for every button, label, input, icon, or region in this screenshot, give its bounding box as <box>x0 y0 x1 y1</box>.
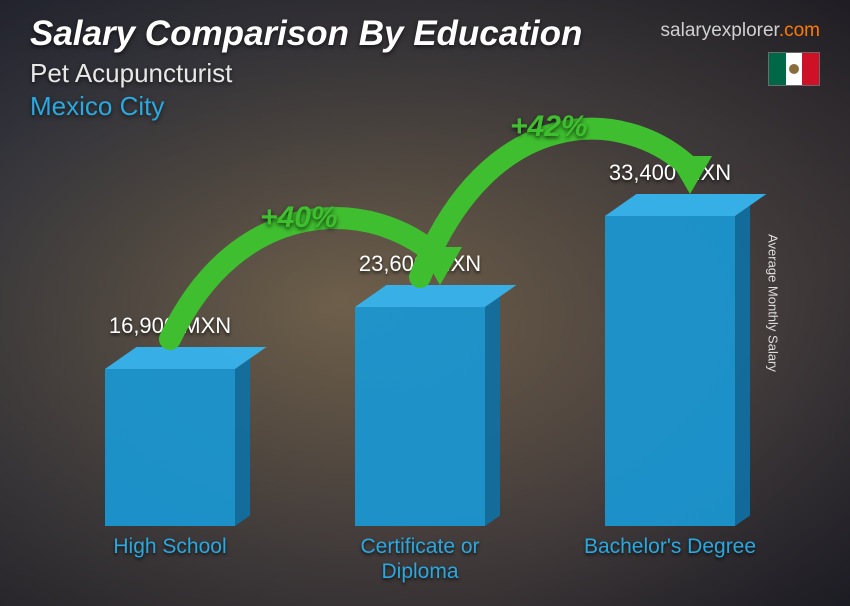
bar-category-label: Certificate or Diploma <box>330 534 510 584</box>
brand-suffix: .com <box>779 20 820 41</box>
subtitle: Pet Acupuncturist <box>30 58 820 89</box>
brand-name: salaryexplorer <box>661 20 779 41</box>
bar: 16,900 MXN <box>105 369 235 526</box>
increase-pct-label: +42% <box>510 110 588 144</box>
flag-mexico-icon <box>768 52 820 86</box>
salary-bar-chart: 16,900 MXNHigh School23,600 MXNCertifica… <box>60 104 770 584</box>
brand-watermark: salaryexplorer.com <box>661 20 820 42</box>
bar-group: 16,900 MXN High School <box>80 369 260 584</box>
increase-pct-label: +40% <box>260 201 338 235</box>
bar-category-label: Bachelor's Degree <box>580 534 760 584</box>
bar-category-label: High School <box>80 534 260 584</box>
